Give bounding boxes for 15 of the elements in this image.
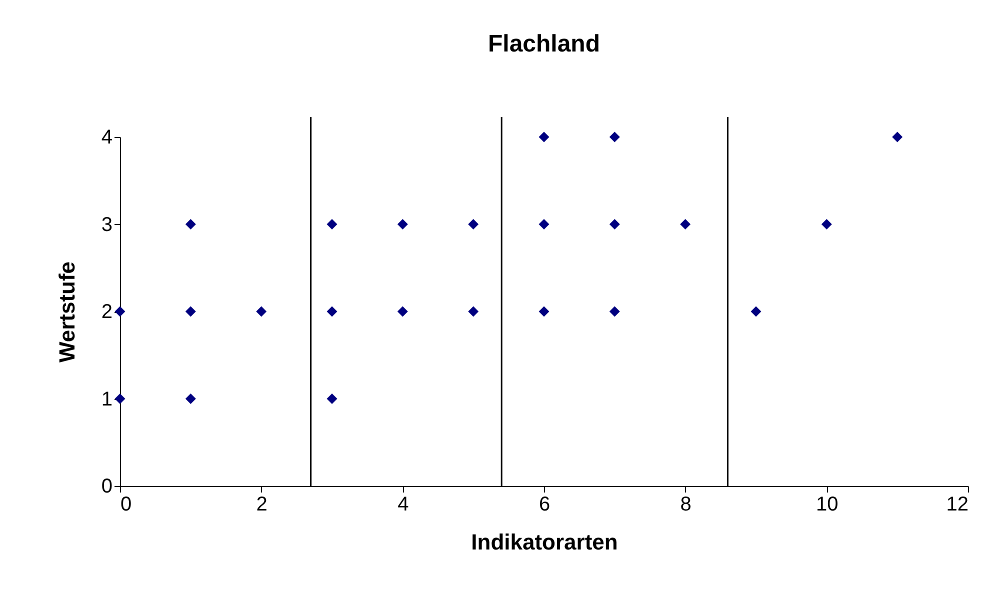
x-tick-label: 4 — [398, 494, 409, 516]
y-tick-label: 2 — [101, 301, 112, 323]
y-axis-title: Wertstufe — [54, 261, 80, 363]
x-tick-label: 10 — [816, 494, 838, 516]
y-tick-label: 4 — [101, 126, 112, 148]
y-tick-label: 0 — [101, 476, 112, 498]
x-tick-label: 8 — [680, 494, 692, 516]
x-tick-label: 12 — [946, 494, 968, 516]
chart-title: Flachland — [488, 30, 600, 58]
x-tick-label: 6 — [538, 494, 550, 516]
x-axis-title: Indikatorarten — [471, 530, 618, 554]
x-tick-label: 2 — [256, 494, 268, 516]
x-tick-label: 0 — [120, 494, 132, 516]
y-tick-label: 3 — [101, 214, 112, 236]
y-tick-label: 1 — [101, 388, 112, 410]
